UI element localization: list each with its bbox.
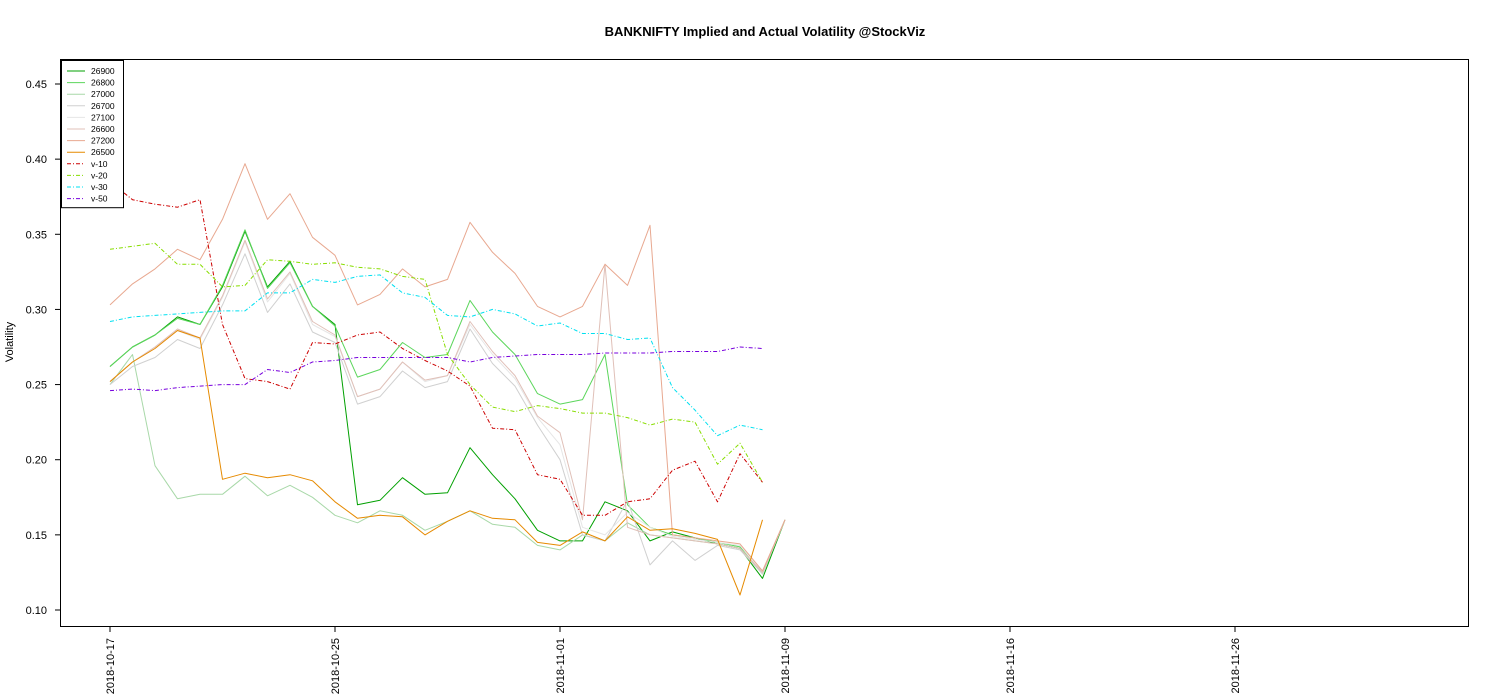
series-layer <box>109 163 786 596</box>
legend-label: v-20 <box>91 170 108 180</box>
y-tick-label: 0.30 <box>26 304 47 316</box>
x-tick-label: 2018-11-09 <box>780 638 792 693</box>
legend-label: v-10 <box>91 159 108 169</box>
y-axis-label: Volatility <box>4 321 16 362</box>
chart-title: BANKNIFTY Implied and Actual Volatility … <box>605 24 926 39</box>
y-tick-label: 0.45 <box>26 79 47 91</box>
legend-label: 27200 <box>91 136 115 146</box>
y-tick-label: 0.15 <box>26 530 47 542</box>
legend-label: 26600 <box>91 124 115 134</box>
legend-label: 27000 <box>91 89 115 99</box>
legend-label: v-30 <box>91 182 108 192</box>
series-line-v-30 <box>109 274 763 437</box>
legend-box <box>61 60 124 209</box>
series-line-v-20 <box>109 242 763 483</box>
legend-label: 26700 <box>91 101 115 111</box>
series-line-26800 <box>109 229 786 575</box>
x-tick-label: 2018-10-25 <box>330 638 342 694</box>
y-tick-label: 0.25 <box>26 380 47 392</box>
series-line-27200 <box>109 163 786 572</box>
legend-label: v-50 <box>91 194 108 204</box>
series-line-v-10 <box>109 181 763 516</box>
series-line-26900 <box>109 230 786 579</box>
legend-label: 26900 <box>91 66 115 76</box>
series-line-26500 <box>109 330 763 596</box>
x-axis: 2018-10-17 2018-10-25 2018-11-01 2018-11-09… <box>105 627 1242 694</box>
series-line-26600 <box>109 239 786 573</box>
y-tick-label: 0.10 <box>26 605 47 617</box>
y-tick-label: 0.40 <box>26 154 47 166</box>
legend-label: 26500 <box>91 147 115 157</box>
y-tick-label: 0.35 <box>26 229 47 241</box>
series-line-v-50 <box>109 346 763 392</box>
legend-label: 27100 <box>91 112 115 122</box>
y-tick-label: 0.20 <box>26 455 47 467</box>
x-tick-label: 2018-10-17 <box>105 638 117 694</box>
legend-label: 26800 <box>91 78 115 88</box>
y-axis: 0.10 0.15 0.20 0.25 0.30 0.35 0.40 0.45 <box>26 79 60 617</box>
plot-frame <box>60 59 1469 627</box>
x-tick-label: 2018-11-16 <box>1005 638 1017 693</box>
series-line-26700 <box>109 253 786 575</box>
x-tick-label: 2018-11-26 <box>1230 638 1242 693</box>
x-tick-label: 2018-11-01 <box>555 638 567 693</box>
